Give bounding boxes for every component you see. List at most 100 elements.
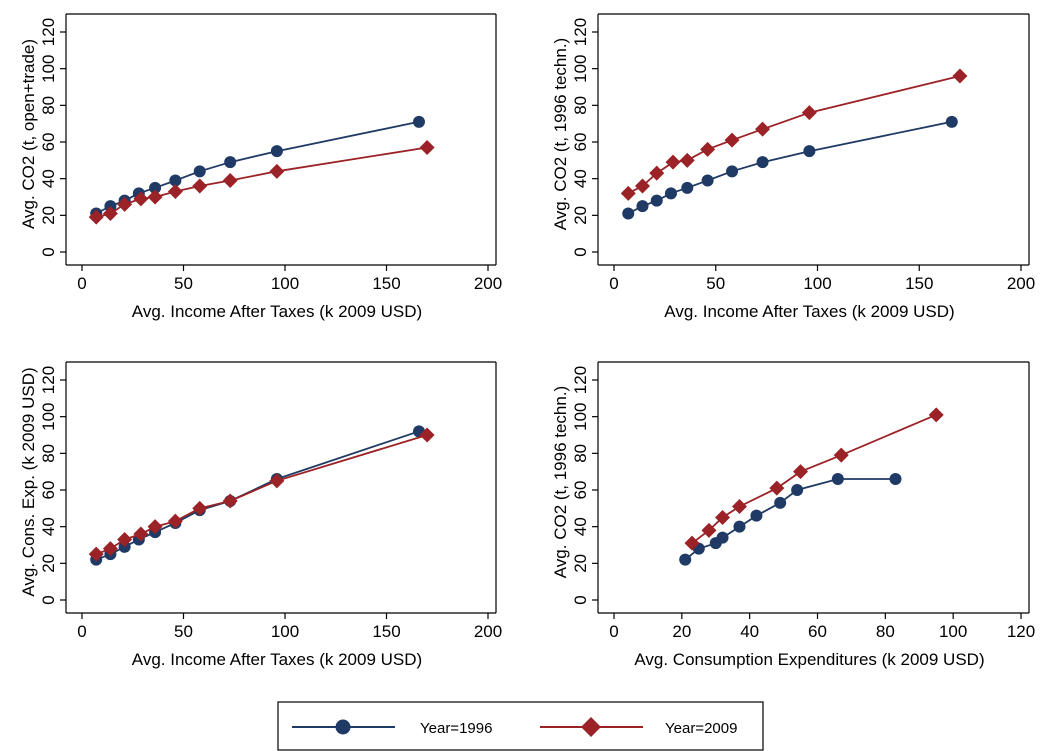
x-tick-label: 50 xyxy=(174,622,193,641)
y-tick-label: 120 xyxy=(571,18,590,46)
chart-panel-3: 0 50 100 150 200 0 20 40 60 80 100 120 Avg. Income A… xyxy=(19,361,502,669)
y-tick-label: 100 xyxy=(39,54,58,82)
data-point-2009 xyxy=(419,140,435,155)
y-tick-label: 100 xyxy=(571,402,590,430)
data-point-1996 xyxy=(169,174,182,187)
data-point-2009 xyxy=(620,185,636,201)
y-tick-label: 0 xyxy=(571,247,590,256)
data-point-1996 xyxy=(224,156,237,169)
y-tick-label: 80 xyxy=(39,96,58,115)
legend: Year=1996 Year=2009 xyxy=(277,701,764,751)
y-tick-label: 20 xyxy=(39,554,58,573)
x-tick-label: 100 xyxy=(939,622,967,641)
x-axis-label: Avg. Consumption Expenditures (k 2009 US… xyxy=(634,650,984,669)
data-point-1996 xyxy=(679,553,692,566)
y-tick-label: 20 xyxy=(571,206,590,225)
x-tick-label: 150 xyxy=(905,274,933,293)
data-point-2009 xyxy=(952,68,968,84)
data-point-2009 xyxy=(167,184,183,199)
x-tick-label: 60 xyxy=(808,622,827,641)
data-point-2009 xyxy=(769,480,785,496)
y-axis-label: Avg. CO2 (t, 1996 techn.) xyxy=(551,386,570,578)
data-point-1996 xyxy=(412,115,425,128)
data-point-2009 xyxy=(269,163,285,179)
x-tick-label: 100 xyxy=(271,274,299,293)
x-tick-label: 40 xyxy=(740,622,759,641)
x-axis-label: Avg. Income After Taxes (k 2009 USD) xyxy=(132,650,422,669)
y-axis-label: Avg. CO2 (t, 1996 techn.) xyxy=(551,38,570,230)
series-line-2009 xyxy=(95,434,428,556)
series-line-1996 xyxy=(684,478,896,561)
y-tick-label: 100 xyxy=(571,54,590,82)
data-point-2009 xyxy=(665,154,681,170)
data-point-2009 xyxy=(147,189,163,205)
x-axis-label: Avg. Income After Taxes (k 2009 USD) xyxy=(132,302,422,321)
x-tick-label: 200 xyxy=(474,274,502,293)
x-tick-label: 0 xyxy=(77,622,86,641)
data-point-2009 xyxy=(634,178,650,194)
series-line-2009 xyxy=(627,75,961,195)
x-tick-label: 150 xyxy=(372,274,400,293)
y-tick-label: 60 xyxy=(571,133,590,152)
data-point-1996 xyxy=(636,200,649,213)
data-point-2009 xyxy=(715,510,731,525)
data-point-2009 xyxy=(679,152,695,168)
x-tick-label: 20 xyxy=(672,622,691,641)
data-point-1996 xyxy=(750,509,763,522)
x-tick-label: 200 xyxy=(474,622,502,641)
y-tick-label: 120 xyxy=(39,366,58,394)
y-tick-label: 80 xyxy=(571,96,590,115)
data-point-2009 xyxy=(88,209,104,225)
data-point-2009 xyxy=(701,522,717,538)
x-tick-label: 150 xyxy=(372,622,400,641)
y-tick-label: 0 xyxy=(39,247,58,256)
data-point-2009 xyxy=(833,447,849,463)
data-point-2009 xyxy=(793,464,809,480)
data-point-2009 xyxy=(192,178,208,194)
data-point-2009 xyxy=(102,206,118,221)
x-tick-label: 50 xyxy=(706,274,725,293)
data-point-2009 xyxy=(801,105,817,121)
x-axis-label: Avg. Income After Taxes (k 2009 USD) xyxy=(664,302,954,321)
data-point-2009 xyxy=(700,141,716,157)
series-line-1996 xyxy=(95,120,420,215)
y-tick-label: 20 xyxy=(571,554,590,573)
data-point-1996 xyxy=(756,156,769,169)
data-point-2009 xyxy=(222,173,238,188)
data-point-1996 xyxy=(664,187,677,200)
data-point-2009 xyxy=(133,191,149,207)
y-tick-label: 120 xyxy=(39,18,58,46)
series-line-1996 xyxy=(627,120,952,215)
y-tick-label: 20 xyxy=(39,206,58,225)
y-axis-label: Avg. CO2 (t, open+trade) xyxy=(19,39,38,229)
x-tick-label: 0 xyxy=(609,622,618,641)
x-tick-label: 100 xyxy=(271,622,299,641)
data-point-2009 xyxy=(102,541,118,557)
data-point-1996 xyxy=(945,115,958,128)
data-point-1996 xyxy=(774,496,787,509)
data-point-1996 xyxy=(726,165,739,178)
data-point-1996 xyxy=(733,520,746,533)
data-point-2009 xyxy=(117,196,133,212)
data-point-1996 xyxy=(270,145,283,158)
data-point-1996 xyxy=(701,174,714,187)
x-tick-label: 100 xyxy=(803,274,831,293)
data-point-2009 xyxy=(419,427,435,443)
data-point-1996 xyxy=(803,145,816,158)
data-point-1996 xyxy=(193,165,206,178)
y-tick-label: 60 xyxy=(39,133,58,152)
y-tick-label: 40 xyxy=(571,169,590,188)
data-point-1996 xyxy=(889,473,902,485)
x-tick-label: 0 xyxy=(77,274,86,293)
data-point-2009 xyxy=(88,546,104,562)
x-tick-label: 120 xyxy=(1007,622,1035,641)
y-tick-label: 80 xyxy=(39,444,58,463)
y-tick-label: 120 xyxy=(571,366,590,394)
legend-label-2009: Year=2009 xyxy=(665,720,737,737)
data-point-2009 xyxy=(117,532,133,547)
data-point-1996 xyxy=(791,484,804,496)
data-point-2009 xyxy=(192,500,208,516)
legend-marker-2009 xyxy=(581,717,601,737)
